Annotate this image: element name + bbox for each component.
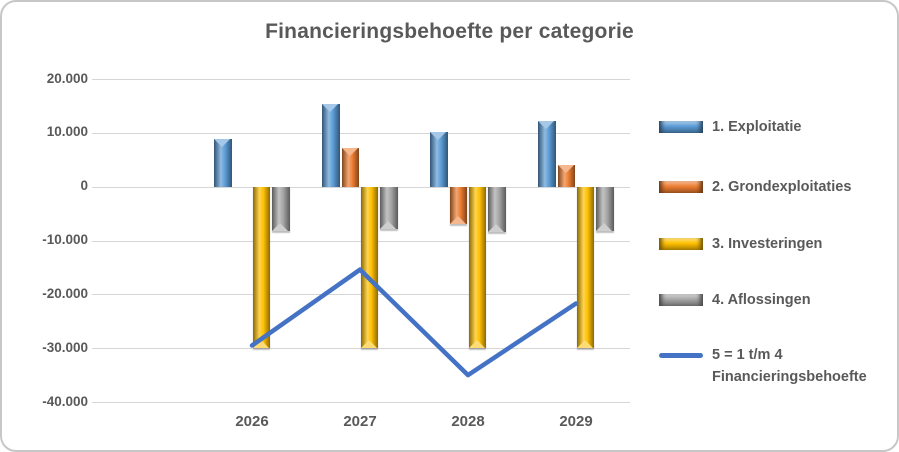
bar-bevel-tip	[468, 340, 485, 349]
bar-1-exploitatie-2029	[538, 121, 556, 187]
y-tick-label: 20.000	[46, 70, 88, 86]
bar-3-investeringen-2029	[576, 186, 595, 349]
legend-label: 1. Exploitatie	[712, 119, 802, 135]
legend-label: 5 = 1 t/m 4 Financieringsbehoefte	[712, 347, 867, 385]
legend-label: 2. Grondexploitaties	[712, 179, 852, 195]
bar-bevel-tip	[557, 165, 574, 174]
bar-bevel-tip	[252, 340, 269, 349]
financieringsbehoefte-line	[249, 267, 579, 378]
bar-2-grondexploitaties-2027	[341, 147, 360, 187]
bar-bevel-tip	[360, 340, 377, 349]
bar-bevel-tip	[214, 138, 231, 147]
bar-4-aflossingen-2028	[488, 186, 506, 232]
bar-bevel-tip	[449, 216, 466, 225]
bar-4-aflossingen-2029	[596, 186, 614, 232]
bar-bevel-tip	[488, 223, 505, 232]
gridline	[92, 348, 630, 350]
y-tick-label: 0	[80, 178, 88, 194]
y-tick-label: -30.000	[42, 339, 88, 355]
bar-1-exploitatie-2028	[430, 132, 448, 187]
bar-bevel-tip	[322, 103, 339, 112]
bar-bevel-tip	[596, 223, 613, 232]
y-tick-label: 10.000	[46, 124, 88, 140]
gridline	[92, 402, 630, 403]
legend-bar-key-icon	[659, 121, 703, 133]
bar-bevel-tip	[341, 147, 358, 156]
bar-2-grondexploitaties-2029	[557, 165, 576, 187]
x-axis-label: 2028	[451, 413, 485, 430]
x-axis-label: 2026	[235, 413, 269, 430]
x-axis-label: 2027	[343, 413, 377, 430]
y-tick-label: -40.000	[42, 393, 88, 409]
gridline	[92, 79, 630, 80]
bar-2-grondexploitaties-2028	[449, 186, 468, 225]
bar-4-aflossingen-2026	[272, 186, 290, 231]
gridline	[92, 132, 630, 134]
bar-bevel-tip	[272, 222, 289, 231]
legend-line-key-icon	[659, 353, 703, 358]
bar-bevel-tip	[430, 132, 447, 141]
legend-item: 4. Aflossingen	[659, 290, 811, 312]
bar-bevel-tip	[380, 220, 397, 229]
bar-3-investeringen-2028	[468, 186, 487, 349]
legend-label: 4. Aflossingen	[712, 292, 811, 308]
bar-1-exploitatie-2027	[322, 103, 340, 187]
bar-bevel-tip	[576, 340, 593, 349]
legend-bar-key-icon	[659, 181, 703, 193]
x-axis-label: 2029	[559, 413, 593, 430]
legend-bar-key-icon	[659, 294, 703, 306]
legend-label: 3. Investeringen	[712, 236, 823, 252]
legend-item: 3. Investeringen	[659, 234, 822, 256]
bar-3-investeringen-2026	[252, 186, 271, 349]
bar-3-investeringen-2027	[360, 186, 379, 349]
bar-4-aflossingen-2027	[380, 186, 398, 229]
bar-1-exploitatie-2026	[214, 138, 232, 187]
y-tick-label: -20.000	[42, 285, 88, 301]
y-tick-label: -10.000	[42, 232, 88, 247]
legend-item: 5 = 1 t/m 4 Financieringsbehoefte	[659, 345, 897, 389]
bar-bevel-tip	[538, 121, 555, 129]
legend-item: 2. Grondexploitaties	[659, 177, 851, 199]
chart-title: Financieringsbehoefte per categorie	[265, 20, 634, 43]
legend-item: 1. Exploitatie	[659, 117, 801, 139]
legend-bar-key-icon	[659, 238, 703, 250]
